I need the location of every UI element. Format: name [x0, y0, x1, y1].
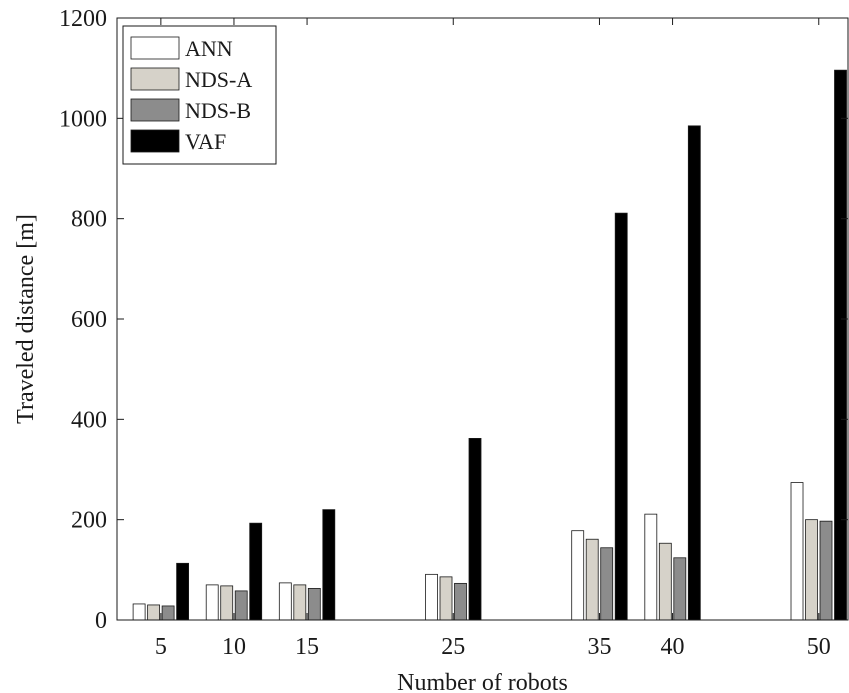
bar-vaf-5 [176, 562, 190, 621]
bar-nds-b-35 [600, 547, 614, 621]
x-axis: 5 10 15 25 35 40 50 [155, 18, 831, 660]
bar-nds-a-35 [585, 538, 599, 621]
bar-ann-5 [132, 603, 146, 621]
bar-nds-b-15 [307, 587, 321, 621]
bars-layer [132, 69, 847, 621]
x-tick-label: 40 [661, 634, 685, 660]
bar-vaf-10 [249, 522, 263, 621]
y-tick-label: 1000 [59, 106, 107, 132]
bar-nds-b-40 [673, 557, 687, 621]
bar-nds-b-10 [234, 590, 248, 621]
bar-vaf-35 [614, 212, 628, 621]
bar-ann-25 [425, 573, 438, 621]
y-tick-label: 800 [71, 207, 107, 233]
bar-vaf-40 [687, 125, 701, 621]
bar-nds-a-10 [220, 585, 234, 621]
bar-nds-a-5 [147, 604, 161, 621]
bar-ann-35 [571, 530, 585, 621]
legend-swatch-nds-a [130, 67, 180, 91]
legend-swatch-ann [130, 36, 180, 60]
bar-vaf-15 [322, 509, 336, 621]
bar-ann-15 [278, 582, 292, 621]
bar-ann-40 [644, 513, 658, 621]
y-tick-label: 400 [71, 407, 107, 433]
y-tick-label: 600 [71, 307, 107, 333]
bar-nds-b-25 [454, 582, 467, 621]
y-axis: 0 200 400 600 800 1000 1200 [59, 6, 848, 634]
bar-nds-a-25 [439, 576, 453, 621]
x-tick-label: 15 [295, 634, 319, 660]
x-tick-label: 35 [587, 634, 611, 660]
legend: ANN NDS-A NDS-B VAF [122, 25, 277, 165]
x-tick-label: 5 [155, 634, 167, 660]
legend-label-vaf: VAF [185, 129, 226, 154]
y-tick-label: 0 [95, 608, 107, 634]
legend-label-nds-b: NDS-B [185, 98, 251, 123]
bar-ann-50 [790, 482, 804, 621]
x-tick-label: 10 [222, 634, 246, 660]
legend-swatch-nds-b [130, 98, 180, 122]
bar-nds-a-40 [658, 542, 672, 621]
bar-ann-10 [205, 584, 219, 621]
legend-label-ann: ANN [185, 36, 233, 61]
bar-nds-b-50 [819, 520, 833, 621]
y-tick-label: 1200 [59, 6, 107, 32]
bar-vaf-50 [834, 69, 847, 621]
x-tick-label: 50 [807, 634, 831, 660]
y-axis-label: Traveled distance [m] [13, 214, 39, 424]
legend-label-nds-a: NDS-A [185, 67, 252, 92]
x-tick-label: 25 [441, 634, 465, 660]
legend-swatch-vaf [130, 129, 180, 153]
y-tick-label: 200 [71, 508, 107, 534]
x-axis-label: Number of robots [397, 670, 568, 693]
bar-nds-b-5 [161, 605, 175, 621]
bar-nds-a-15 [293, 584, 307, 621]
bar-nds-a-50 [805, 519, 818, 621]
bar-vaf-25 [468, 437, 482, 621]
